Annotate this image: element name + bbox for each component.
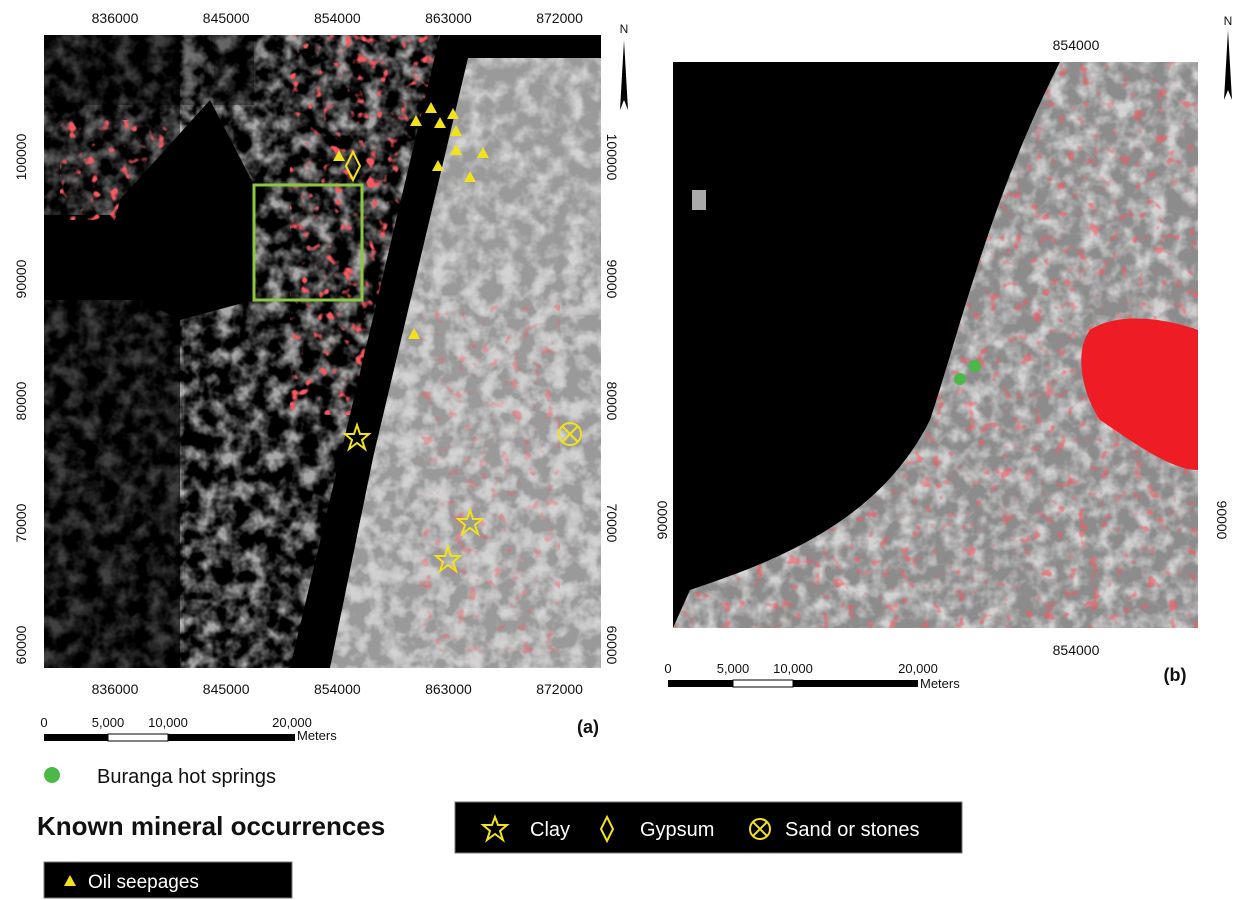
panel-a-map bbox=[44, 35, 601, 668]
y-tick-label: 60000 bbox=[604, 626, 620, 665]
scale-label: 20,000 bbox=[272, 715, 312, 730]
x-tick-label: 854000 bbox=[314, 681, 361, 697]
x-tick-label: 845000 bbox=[203, 681, 250, 697]
y-tick-label: 90000 bbox=[654, 500, 670, 539]
panel-label: (b) bbox=[1164, 665, 1187, 685]
north-arrow bbox=[620, 40, 628, 110]
x-tick-label: 854000 bbox=[1053, 37, 1100, 53]
panel-b-map bbox=[673, 62, 1198, 628]
x-tick-label: 863000 bbox=[425, 681, 472, 697]
scale-label: 10,000 bbox=[148, 715, 188, 730]
y-tick-label: 70000 bbox=[604, 504, 620, 543]
legend-label: Oil seepages bbox=[88, 872, 199, 893]
scale-label: 0 bbox=[664, 661, 671, 676]
y-tick-label: 70000 bbox=[13, 503, 29, 542]
x-tick-label: 863000 bbox=[425, 10, 472, 26]
scale-unit: Meters bbox=[920, 676, 960, 691]
x-tick-label: 845000 bbox=[203, 10, 250, 26]
scale-unit: Meters bbox=[297, 728, 337, 743]
y-tick-label: 100000 bbox=[13, 133, 29, 180]
legend-label: Buranga hot springs bbox=[97, 766, 276, 788]
scale-label: 5,000 bbox=[717, 661, 750, 676]
figure: (a) Meters N (b) Meters N Buranga hot sp… bbox=[0, 0, 1242, 900]
north-label: N bbox=[1224, 14, 1233, 28]
legend-label: Gypsum bbox=[640, 819, 714, 841]
y-tick-label: 80000 bbox=[604, 382, 620, 421]
legend-label: Sand or stones bbox=[785, 819, 920, 841]
x-tick-label: 872000 bbox=[536, 10, 583, 26]
y-tick-label: 100000 bbox=[604, 134, 620, 181]
scale-label: 5,000 bbox=[92, 715, 125, 730]
y-tick-label: 90000 bbox=[13, 259, 29, 298]
x-tick-label: 836000 bbox=[92, 10, 139, 26]
scale-label: 0 bbox=[40, 715, 47, 730]
x-tick-label: 836000 bbox=[92, 681, 139, 697]
x-tick-label: 854000 bbox=[314, 10, 361, 26]
x-tick-label: 872000 bbox=[536, 681, 583, 697]
hot-spring-symbol bbox=[44, 767, 60, 783]
legend-label: Clay bbox=[530, 819, 570, 841]
north-arrow bbox=[1224, 30, 1232, 100]
panel-label: (a) bbox=[577, 717, 599, 737]
x-tick-label: 854000 bbox=[1053, 642, 1100, 658]
north-label: N bbox=[620, 22, 629, 36]
scale-label: 10,000 bbox=[773, 661, 813, 676]
scale-bar bbox=[44, 734, 295, 741]
legend-heading: Known mineral occurrences bbox=[37, 811, 385, 841]
scale-label: 20,000 bbox=[898, 661, 938, 676]
scale-bar bbox=[668, 680, 918, 687]
y-tick-label: 80000 bbox=[13, 381, 29, 420]
y-tick-label: 90000 bbox=[604, 260, 620, 299]
y-tick-label: 90000 bbox=[1214, 501, 1230, 540]
y-tick-label: 60000 bbox=[13, 625, 29, 664]
